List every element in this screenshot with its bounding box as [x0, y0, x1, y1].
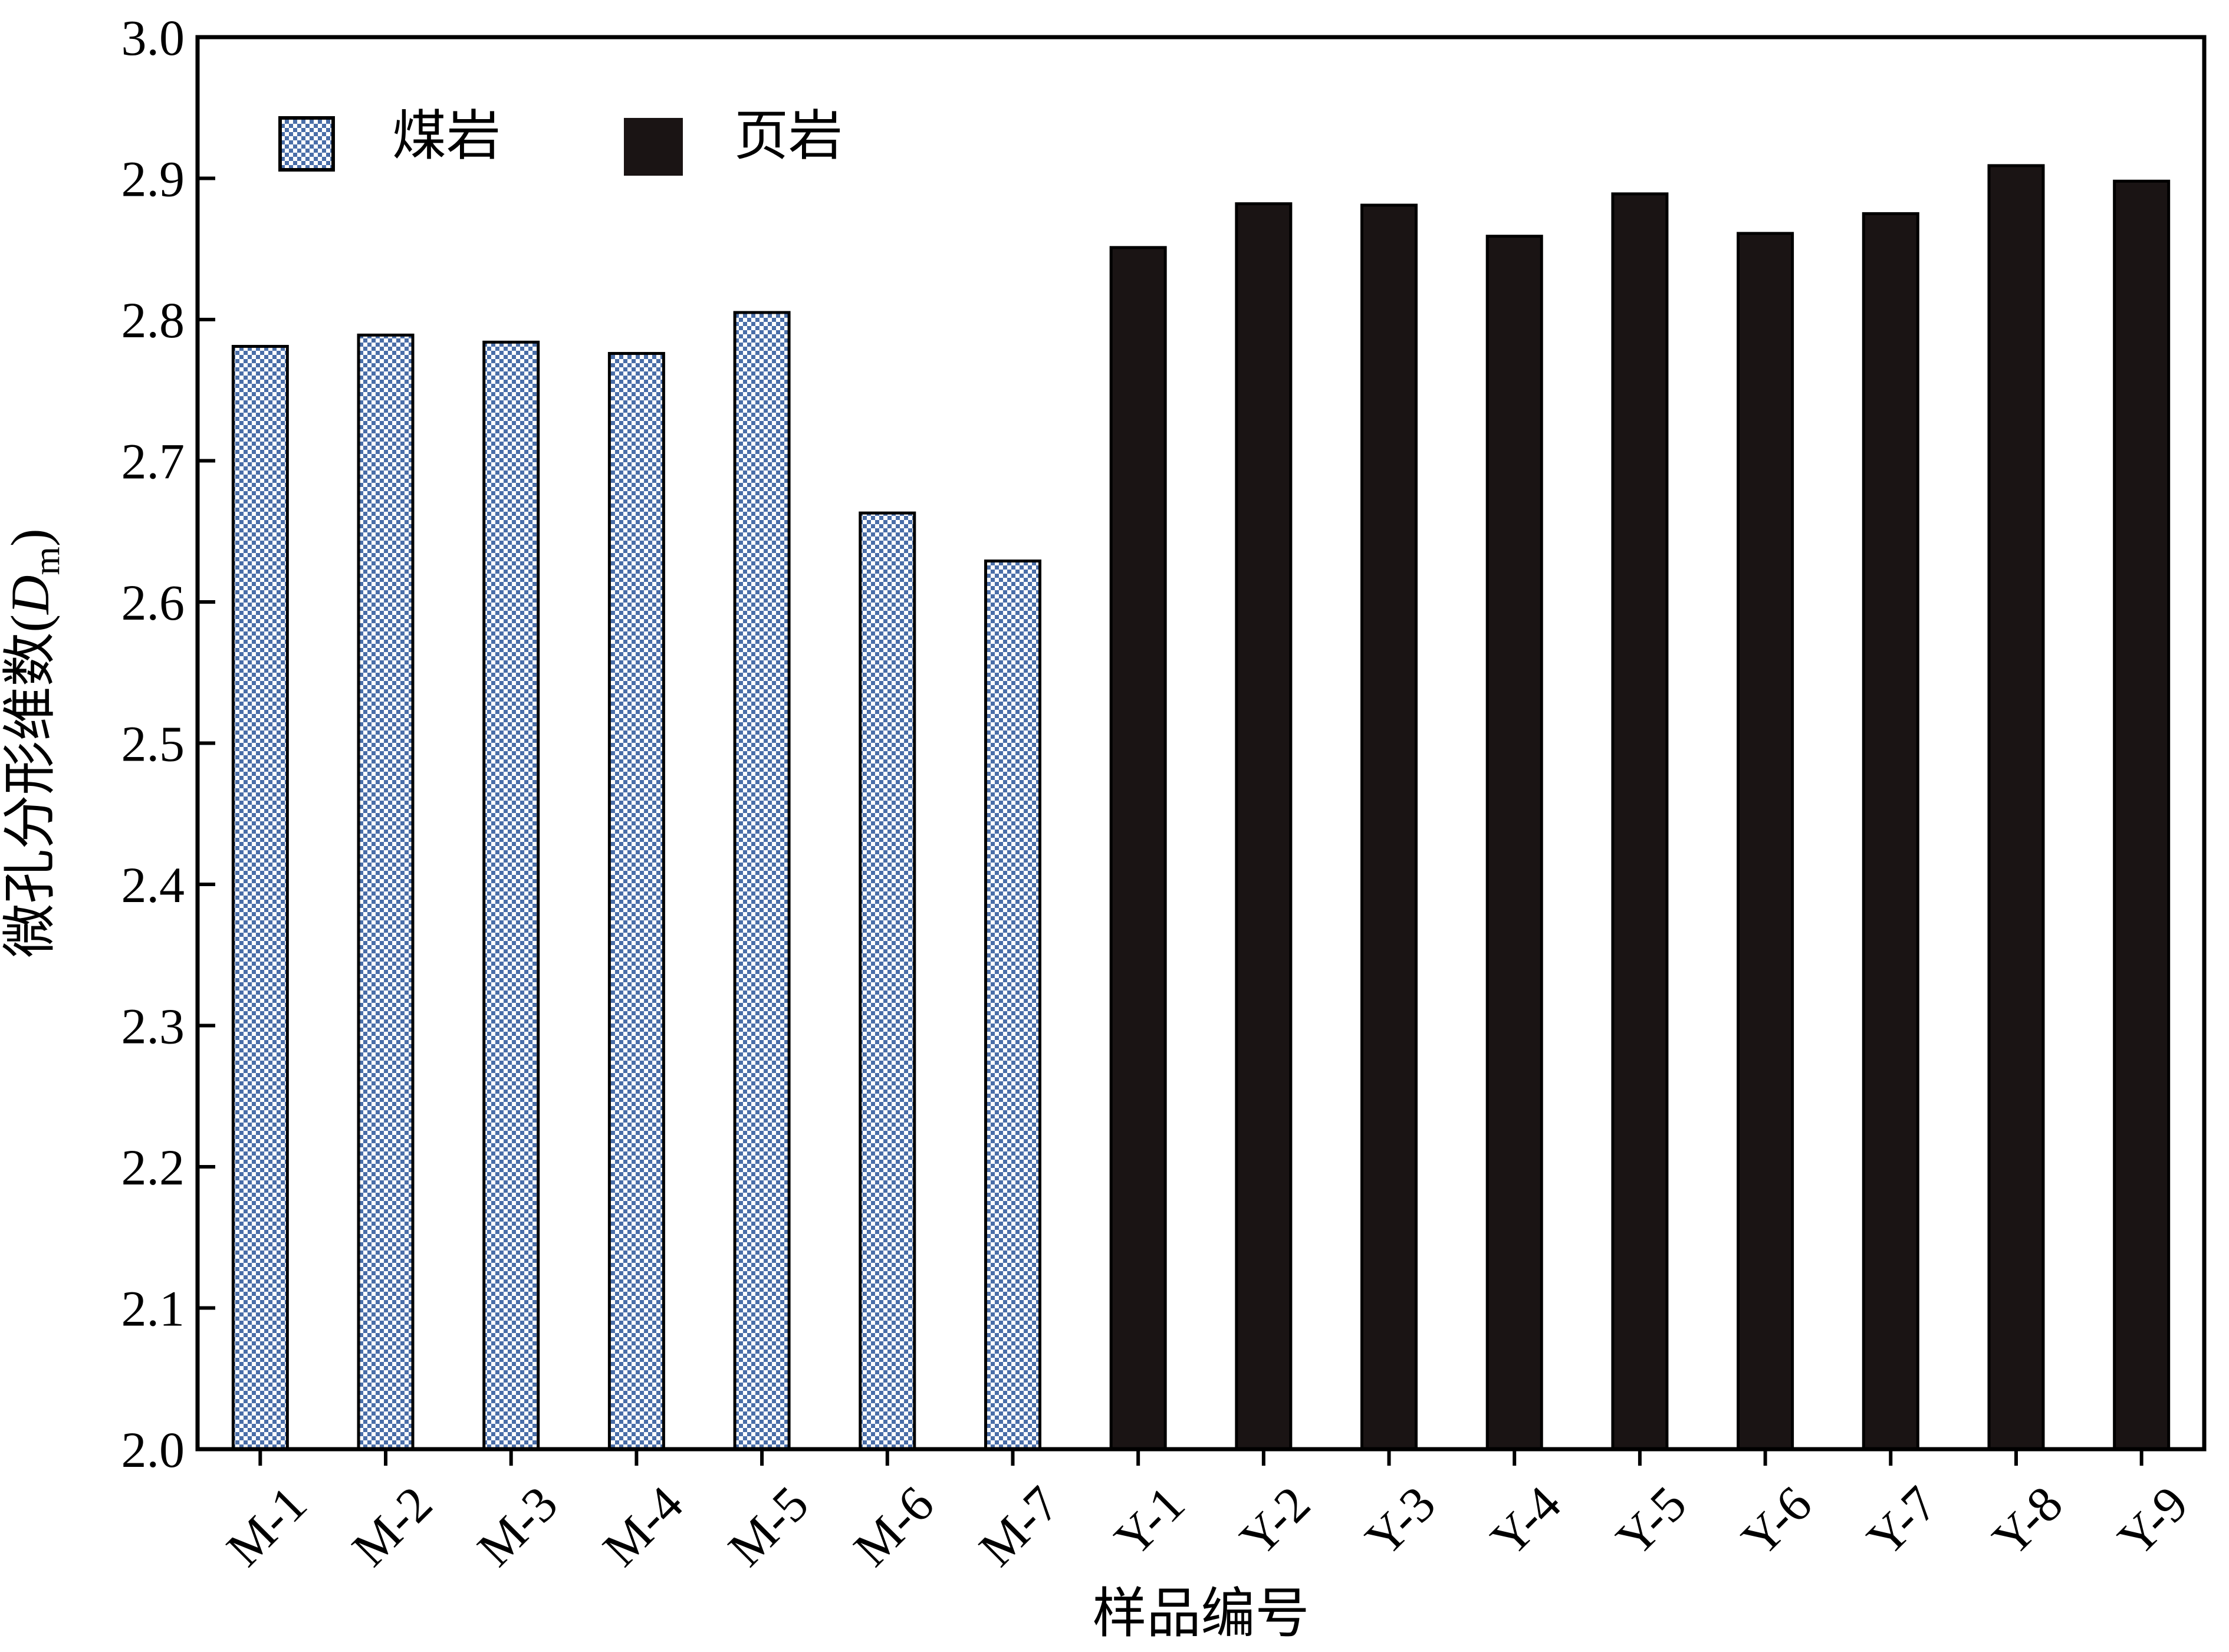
x-tick-label-m-3: M-3	[466, 1475, 568, 1577]
bar-y-4	[1485, 235, 1543, 1451]
x-tick-label-y-9: Y-9	[2107, 1475, 2199, 1567]
bar-m-6	[859, 511, 916, 1451]
legend: 煤岩 页岩	[278, 106, 843, 176]
x-tick-label-y-7: Y-7	[1856, 1475, 1948, 1567]
y-axis-title-suffix: )	[0, 529, 60, 547]
x-tick-label-m-7: M-7	[968, 1475, 1070, 1577]
x-axis: M-1 M-2 M-3 M-4 M-5 M-6 M-7 Y-1 Y-2 Y-3 Y-4 Y-5 Y-6 Y…	[216, 1449, 2199, 1577]
x-tick-label-y-2: Y-2	[1229, 1475, 1321, 1567]
x-tick-label-m-5: M-5	[717, 1475, 819, 1577]
x-tick-label-y-5: Y-5	[1605, 1475, 1697, 1567]
bar-y-3	[1360, 203, 1418, 1451]
x-tick-label-y-8: Y-8	[1981, 1475, 2073, 1567]
legend-swatch-shale	[624, 118, 683, 176]
bar-m-7	[984, 560, 1041, 1451]
y-tick-label: 3.0	[121, 9, 185, 66]
bar-m-2	[357, 333, 415, 1451]
bar-y-2	[1235, 202, 1293, 1451]
y-axis: 2.0 2.1 2.2 2.3 2.4 2.5 2.6 2.7 2.8 2.9 3.0	[121, 9, 215, 1478]
y-axis-title-prefix: 微孔分形维数(	[0, 614, 60, 958]
x-tick-label-m-4: M-4	[592, 1475, 694, 1577]
x-axis-title: 样品编号	[1092, 1584, 1309, 1644]
y-tick-label: 2.1	[121, 1281, 185, 1337]
legend-label-coal: 煤岩	[392, 106, 501, 166]
bar-y-1	[1109, 246, 1167, 1451]
bar-m-1	[231, 345, 289, 1451]
bar-m-3	[482, 340, 540, 1451]
y-tick-label: 2.6	[121, 574, 185, 631]
bar-y-9	[2113, 179, 2171, 1451]
y-tick-label: 2.2	[121, 1139, 185, 1196]
y-tick-label: 2.8	[121, 292, 185, 348]
y-tick-label: 2.5	[121, 716, 185, 772]
y-tick-label: 2.0	[121, 1421, 185, 1478]
x-tick-label-y-3: Y-3	[1355, 1475, 1446, 1567]
y-tick-label: 2.4	[121, 857, 185, 913]
bar-y-7	[1862, 212, 1919, 1451]
bar-m-4	[607, 351, 665, 1451]
x-tick-label-m-1: M-1	[216, 1475, 318, 1577]
y-axis-title-subscript: m	[27, 547, 67, 575]
bars-layer	[231, 164, 2171, 1451]
x-tick-label-m-6: M-6	[843, 1475, 945, 1577]
bar-y-8	[1987, 164, 2045, 1451]
y-tick-label: 2.7	[121, 433, 185, 490]
x-tick-label-y-4: Y-4	[1480, 1475, 1572, 1567]
x-tick-label-y-1: Y-1	[1103, 1475, 1195, 1567]
legend-swatch-coal	[278, 116, 335, 172]
y-axis-title: 微孔分形维数(Dm)	[0, 529, 67, 958]
y-tick-label: 2.3	[121, 998, 185, 1055]
x-tick-label-y-6: Y-6	[1731, 1475, 1823, 1567]
bar-m-5	[733, 311, 791, 1451]
bar-y-5	[1611, 192, 1669, 1451]
y-axis-title-symbol: D	[0, 575, 60, 615]
bar-y-6	[1737, 232, 1794, 1451]
legend-label-shale: 页岩	[734, 106, 843, 166]
x-tick-label-m-2: M-2	[341, 1475, 443, 1577]
y-tick-label: 2.9	[121, 151, 185, 208]
